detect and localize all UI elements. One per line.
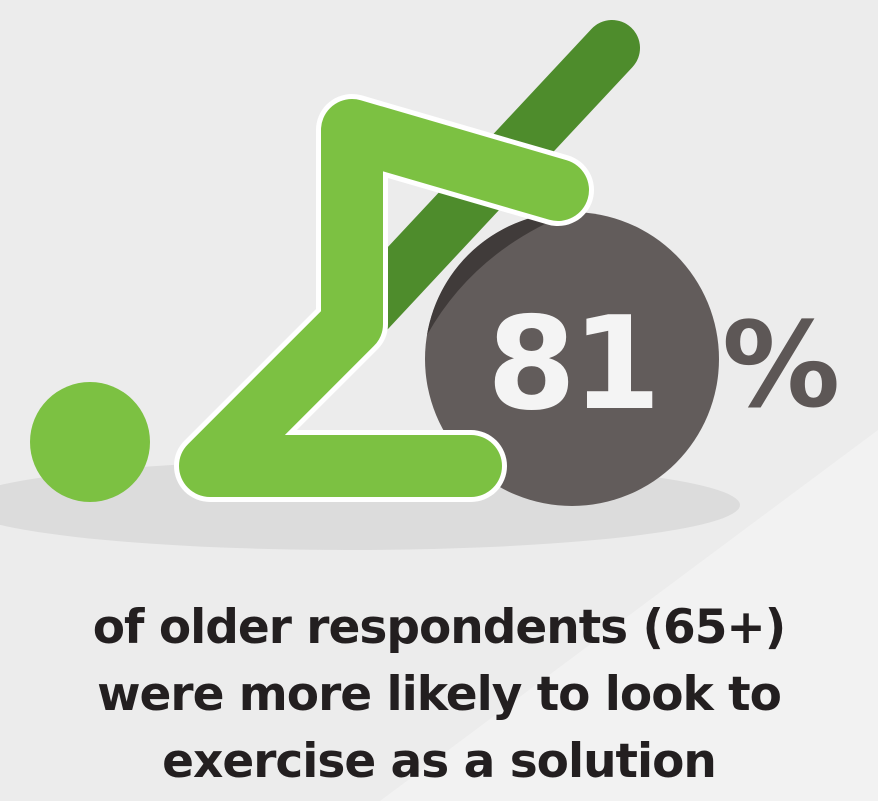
stat-percent-sign: % — [722, 296, 841, 434]
figure-body-fill — [179, 99, 589, 497]
caption-line: were more likely to look to — [97, 667, 782, 722]
figure-head — [30, 382, 150, 502]
caption-line: exercise as a solution — [162, 734, 717, 789]
stat-caption: of older respondents (65+) were more lik… — [0, 594, 878, 795]
person-exercise-icon — [30, 94, 594, 502]
ball-highlight — [427, 212, 572, 335]
stat-value: 81 — [486, 290, 661, 439]
caption-line: of older respondents (65+) — [92, 600, 787, 655]
exercise-ball-icon — [425, 212, 719, 506]
